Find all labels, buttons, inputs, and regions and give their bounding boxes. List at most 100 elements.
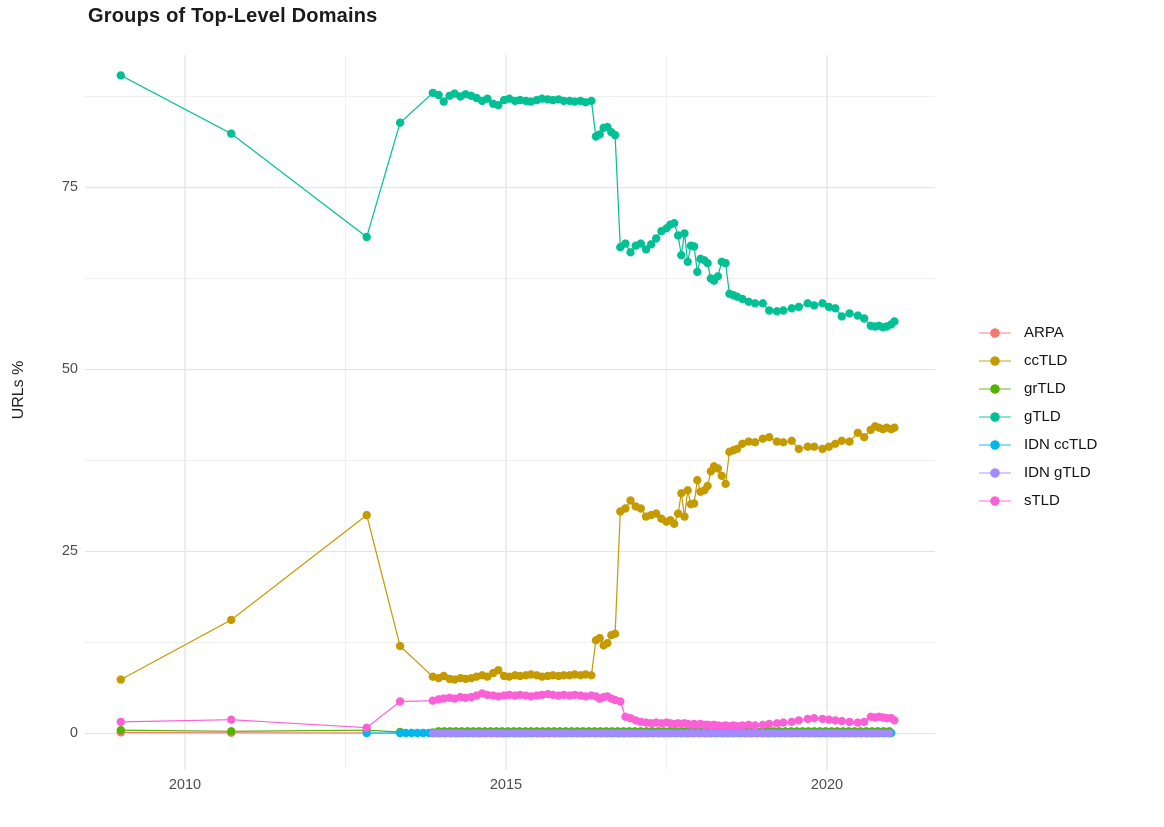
grid-minor <box>85 55 935 770</box>
data-point <box>803 714 812 724</box>
data-point <box>607 729 617 738</box>
data-point <box>837 716 846 726</box>
data-point <box>844 729 853 738</box>
data-point <box>779 718 788 727</box>
data-point <box>407 728 416 738</box>
data-point <box>787 717 796 727</box>
data-point <box>740 729 749 738</box>
data-point <box>693 267 702 277</box>
data-point <box>713 272 723 281</box>
data-point <box>227 727 236 736</box>
grid-major <box>85 55 935 770</box>
data-point <box>641 245 651 254</box>
y-tick-label: 50 <box>61 360 78 377</box>
data-point <box>682 729 692 738</box>
data-point <box>845 437 854 446</box>
data-point <box>845 309 854 318</box>
legend-item-idn-cctld: IDN ccTLD <box>978 434 1097 455</box>
data-point <box>630 729 640 738</box>
data-point <box>818 299 827 308</box>
data-point <box>810 714 819 723</box>
data-point <box>619 729 628 738</box>
data-point <box>821 729 830 738</box>
data-point <box>689 242 699 251</box>
y-axis-title: URLs % <box>10 360 27 420</box>
data-point <box>509 729 518 738</box>
data-point <box>831 716 840 725</box>
data-point <box>873 729 882 738</box>
data-point <box>738 721 747 730</box>
data-point <box>845 717 854 727</box>
data-point <box>116 717 126 727</box>
data-point <box>480 729 489 738</box>
data-point <box>642 729 651 738</box>
data-point <box>758 720 767 729</box>
data-point <box>428 729 437 738</box>
data-point <box>837 312 846 321</box>
legend-key-icon <box>979 467 1011 478</box>
data-point <box>860 314 869 323</box>
data-point <box>717 471 726 480</box>
data-point <box>738 294 747 304</box>
data-point <box>752 729 761 738</box>
data-point <box>497 729 507 738</box>
data-point <box>779 438 788 447</box>
data-point <box>434 90 443 100</box>
data-point <box>794 716 803 725</box>
data-point <box>227 715 236 724</box>
data-point <box>646 240 656 249</box>
data-point <box>670 519 679 528</box>
series-cctld <box>116 422 899 684</box>
data-point <box>227 129 236 138</box>
data-point <box>590 729 599 738</box>
legend-item-arpa: ARPA <box>978 322 1097 343</box>
data-point <box>395 118 405 127</box>
data-point <box>673 231 683 240</box>
data-point <box>595 130 604 139</box>
data-point <box>439 97 448 106</box>
data-point <box>419 728 428 738</box>
data-point <box>659 729 669 738</box>
data-point <box>860 717 869 727</box>
legend-item-idn-gtld: IDN gTLD <box>978 462 1097 483</box>
data-point <box>683 486 692 495</box>
data-point <box>815 729 825 738</box>
data-point <box>532 729 541 738</box>
data-point <box>772 719 782 728</box>
chart-title: Groups of Top-Level Domains <box>88 5 378 27</box>
data-point <box>885 729 894 738</box>
legend-label: IDN gTLD <box>1024 464 1091 481</box>
data-point <box>818 444 827 454</box>
data-point <box>818 714 827 724</box>
data-point <box>810 442 819 451</box>
data-point <box>750 721 760 730</box>
data-point <box>792 729 801 738</box>
data-point <box>670 219 679 228</box>
data-point <box>395 697 405 706</box>
data-point <box>703 259 712 268</box>
x-tick-label: 2010 <box>168 777 202 793</box>
data-point <box>850 729 859 738</box>
data-point <box>116 71 126 80</box>
legend-label: sTLD <box>1024 492 1060 509</box>
data-point <box>721 259 730 268</box>
legend-key-icon <box>979 495 1011 506</box>
data-point <box>116 675 126 684</box>
data-point <box>693 476 702 485</box>
data-point <box>652 509 661 518</box>
series-idn-gtld <box>428 729 894 738</box>
data-point <box>867 729 877 738</box>
legend-key-icon <box>979 439 1011 450</box>
data-point <box>758 434 767 443</box>
data-point <box>803 442 812 451</box>
data-point <box>831 439 840 448</box>
x-tick-label: 2015 <box>489 777 523 793</box>
data-point <box>636 504 645 513</box>
data-point <box>717 729 726 738</box>
data-point <box>483 94 492 103</box>
data-point <box>613 729 622 738</box>
data-point <box>804 729 813 738</box>
y-tick-label: 25 <box>61 542 78 559</box>
